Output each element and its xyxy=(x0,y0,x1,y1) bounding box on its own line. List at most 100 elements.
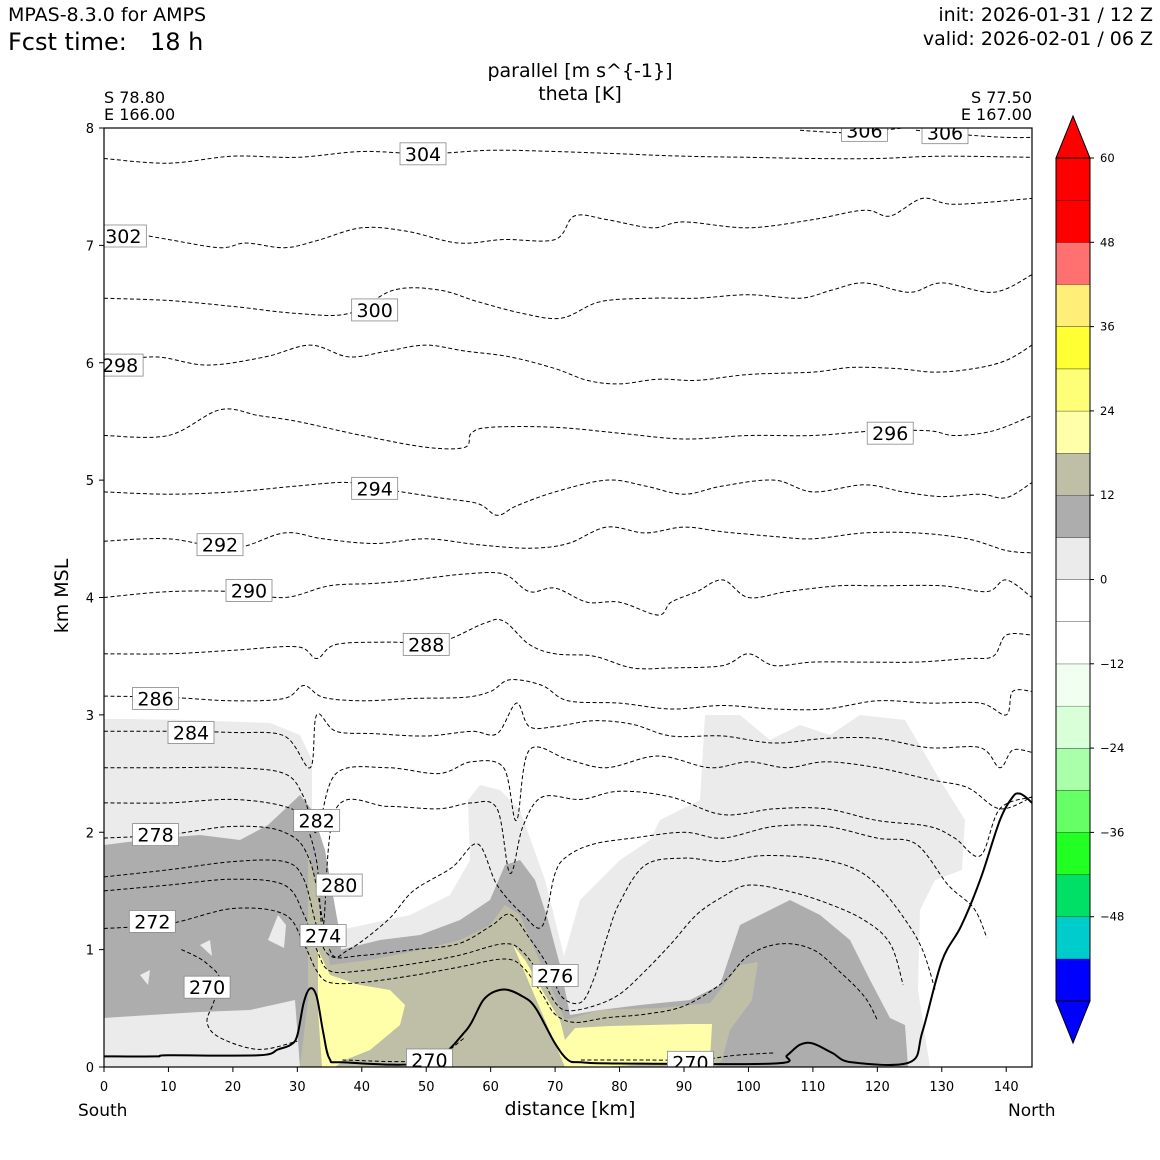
colorbar-segment xyxy=(1056,579,1090,622)
theta-contour-298 xyxy=(104,344,1032,385)
x-tick-label: 120 xyxy=(865,1080,890,1095)
y-tick-label: 8 xyxy=(86,122,94,137)
colorbar-extend-min xyxy=(1055,1000,1091,1045)
theta-contour-282 xyxy=(104,746,1032,833)
chart-title-wind: parallel [m s^{-1}] xyxy=(487,60,673,82)
shade-24-30-b xyxy=(513,945,712,1067)
shade-hole-1 xyxy=(268,915,286,948)
contour-label-text: 272 xyxy=(134,911,170,933)
colorbar-tick-label: 0 xyxy=(1100,573,1107,587)
contour-label-box xyxy=(841,128,888,142)
y-tick-label: 6 xyxy=(86,357,94,372)
shade-24-30-a xyxy=(318,950,405,1067)
theta-contour-286 xyxy=(104,679,1032,716)
shade-12-18-left xyxy=(104,795,345,1067)
contour-label-text: 294 xyxy=(357,478,393,500)
contour-label-box xyxy=(921,128,969,145)
x-tick-label: 70 xyxy=(547,1080,564,1095)
y-axis-label: km MSL xyxy=(51,558,73,634)
contour-label-text: 270 xyxy=(411,1050,447,1072)
contour-label-box xyxy=(132,687,179,710)
y-tick-label: 2 xyxy=(86,826,94,841)
colorbar-tick-label: 24 xyxy=(1100,404,1115,418)
colorbar: 60 48 36 24 12 0 −12 −24 −36 −48 xyxy=(1055,114,1124,1045)
contour-label-text: 296 xyxy=(872,423,908,445)
x-tick-label: 60 xyxy=(482,1080,499,1095)
x-axis-label: distance [km] xyxy=(504,1098,636,1120)
colorbar-segment xyxy=(1056,790,1090,833)
contour-label-290: 290 xyxy=(225,579,273,602)
colorbar-segment xyxy=(1056,705,1090,749)
contour-label-286: 286 xyxy=(132,687,179,710)
theta-contour-294 xyxy=(104,479,1032,516)
left-endpoint-lat: S 78.80 xyxy=(104,88,166,107)
theta-contour-306 xyxy=(799,128,904,134)
colorbar-tick-label: 12 xyxy=(1100,488,1115,502)
x-tick-label: 130 xyxy=(929,1080,954,1095)
contour-label-text: 290 xyxy=(231,580,267,602)
contour-label-280: 280 xyxy=(315,873,363,897)
contour-label-text: 286 xyxy=(137,688,173,710)
contour-label-box xyxy=(104,224,147,248)
contour-label-272: 272 xyxy=(128,910,176,933)
forecast-time-label: Fcst time: xyxy=(8,28,127,56)
contour-label-304: 304 xyxy=(399,142,447,166)
theta-contour-288 xyxy=(104,618,1032,670)
colorbar-segment xyxy=(1056,832,1090,875)
theta-contour-270 xyxy=(580,1052,775,1061)
x-tick-label: 50 xyxy=(418,1080,435,1095)
colorbar-segment xyxy=(1056,242,1090,285)
y-tick-label: 5 xyxy=(86,474,94,489)
contour-label-box xyxy=(104,353,144,377)
left-endpoint-lon: E 166.00 xyxy=(104,105,176,124)
contour-label-298: 298 xyxy=(102,353,144,377)
contour-label-box xyxy=(196,533,244,557)
contour-label-284: 284 xyxy=(167,721,215,744)
theta-contour-280 xyxy=(104,790,1032,928)
contour-label-300: 300 xyxy=(351,298,399,322)
colorbar-tick-label: 48 xyxy=(1100,235,1115,249)
contour-label-text: 298 xyxy=(102,355,138,377)
y-tick-label: 4 xyxy=(86,592,94,607)
contour-label-box xyxy=(299,924,347,947)
contour-label-302: 302 xyxy=(104,224,147,248)
x-tick-label: 110 xyxy=(800,1080,825,1095)
contour-label-text: 288 xyxy=(408,634,444,656)
contour-label-274: 274 xyxy=(299,924,347,948)
theta-contour-296 xyxy=(104,408,1032,450)
colorbar-segment xyxy=(1056,663,1090,706)
contour-label-270: 270 xyxy=(667,1050,714,1067)
x-tick-label: 0 xyxy=(100,1080,108,1095)
colorbar-segment xyxy=(1056,621,1090,664)
contour-label-text: 284 xyxy=(173,722,209,744)
contour-label-text: 300 xyxy=(357,300,393,322)
chart-title-theta: theta [K] xyxy=(538,83,622,105)
contour-label-text: 270 xyxy=(189,977,225,999)
contour-label-294: 294 xyxy=(351,476,399,500)
x-tick-label: 30 xyxy=(289,1080,306,1095)
contour-label-box xyxy=(183,975,231,999)
south-label: South xyxy=(78,1101,128,1121)
theta-contour-274 xyxy=(104,878,904,1012)
theta-contour-270 xyxy=(342,1037,466,1063)
contour-label-text: 306 xyxy=(846,120,882,142)
contour-label-text: 278 xyxy=(137,825,173,847)
y-tick-label: 7 xyxy=(86,239,94,254)
x-tick-label: 80 xyxy=(611,1080,628,1095)
contour-label-box xyxy=(351,476,399,500)
contour-label-box xyxy=(667,1050,714,1067)
y-axis: 0 1 2 3 4 5 6 7 8 xyxy=(86,122,104,1076)
right-endpoint-lat: S 77.50 xyxy=(970,88,1032,107)
colorbar-segment xyxy=(1056,326,1090,369)
contour-label-text: 306 xyxy=(927,123,963,145)
colorbar-segment xyxy=(1056,158,1090,201)
colorbar-tick-label: −24 xyxy=(1100,741,1124,755)
colorbar-segment xyxy=(1056,537,1090,580)
theta-contour-304 xyxy=(104,149,1032,164)
colorbar-tick-label: −48 xyxy=(1100,910,1124,924)
x-tick-label: 10 xyxy=(160,1080,177,1095)
colorbar-segment xyxy=(1056,495,1090,538)
y-tick-label: 0 xyxy=(86,1061,94,1076)
